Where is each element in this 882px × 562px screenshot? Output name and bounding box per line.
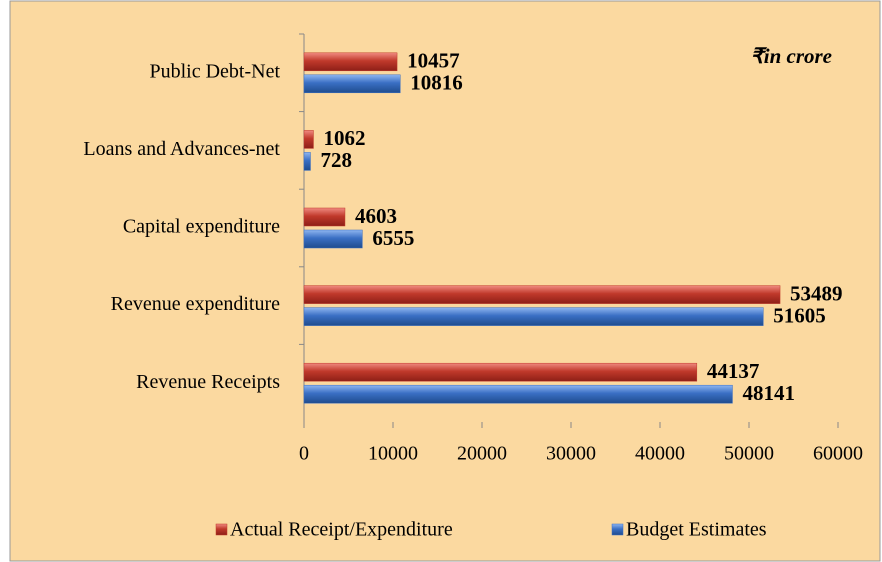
legend-swatch bbox=[215, 523, 228, 536]
bar bbox=[303, 229, 363, 249]
x-tick-label: 10000 bbox=[368, 443, 418, 465]
bar bbox=[303, 52, 398, 72]
bar bbox=[303, 362, 698, 382]
y-tick-label: Revenue Receipts bbox=[136, 371, 280, 393]
legend-swatch bbox=[611, 523, 624, 536]
data-label: 53489 bbox=[790, 281, 843, 305]
x-tick-label: 30000 bbox=[546, 443, 596, 465]
x-tick-label: 50000 bbox=[724, 443, 774, 465]
data-label: 728 bbox=[320, 148, 352, 172]
data-label: 48141 bbox=[742, 381, 795, 405]
bar bbox=[303, 152, 311, 171]
data-label: 4603 bbox=[355, 204, 397, 228]
legend-label: Actual Receipt/Expenditure bbox=[230, 519, 453, 541]
x-tick-label: 60000 bbox=[813, 443, 863, 465]
y-tick-label: Public Debt-Net bbox=[149, 60, 280, 82]
bar bbox=[303, 207, 346, 227]
x-tick-label: 40000 bbox=[635, 443, 685, 465]
x-tick-label: 0 bbox=[299, 443, 309, 465]
bar bbox=[303, 130, 314, 149]
x-tick-label: 20000 bbox=[457, 443, 507, 465]
bar bbox=[303, 285, 781, 304]
y-tick-label: Capital expenditure bbox=[123, 216, 280, 238]
chart-background bbox=[9, 0, 881, 562]
data-label: 1062 bbox=[323, 126, 365, 150]
data-label: 44137 bbox=[707, 359, 760, 383]
data-label: 51605 bbox=[773, 303, 826, 327]
data-label: 10457 bbox=[407, 49, 460, 73]
bar bbox=[303, 384, 733, 404]
bar bbox=[303, 74, 401, 94]
bar bbox=[303, 307, 764, 326]
y-tick-label: Revenue expenditure bbox=[111, 293, 280, 315]
data-label: 6555 bbox=[372, 226, 414, 250]
data-label: 10816 bbox=[410, 71, 463, 95]
y-tick-label: Loans and Advances-net bbox=[83, 138, 280, 160]
legend-label: Budget Estimates bbox=[626, 519, 767, 541]
annotation: ₹in crore bbox=[750, 44, 832, 68]
